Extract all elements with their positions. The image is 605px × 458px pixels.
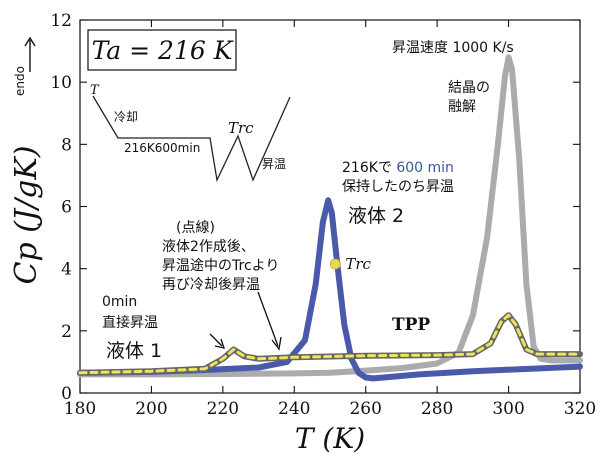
tpp-label: TPP [392,315,430,335]
x-tick-label-4: 260 [349,399,381,419]
hold-label-prefix: 216Kで [342,160,396,176]
ta-box [87,29,237,71]
inset-t-label: T [90,83,100,98]
zero-min-label-line1: 0min [102,294,137,310]
inset-cooling-label: 冷却 [114,110,138,124]
x-tick-label-0: 180 [64,399,96,419]
inset-hold-label: 216K600min [124,141,200,155]
hold-label-duration: 600 min [396,160,454,176]
heating-rate-label: 昇温速度 1000 K/s [392,40,514,56]
endo-label: endo [13,66,27,96]
hold-label-line1: 216Kで 600 min [342,160,454,176]
zero-min-arrow-head-icon [214,338,225,349]
y-tick-label-5: 10 [50,73,72,93]
y-tick-label-0: 0 [61,384,72,404]
dashed-note-line4: 再び冷却後昇温 [162,277,260,293]
hold-label-line2: 保持したのち昇温 [342,179,454,195]
axis-ticks: 180 200 220 240 260 280 300 320 0 2 4 6 8 10 12 [50,11,596,419]
x-tick-label-2: 220 [207,399,239,419]
y-tick-label-1: 2 [61,322,72,342]
x-axis-label: T (K) [295,422,365,455]
y-axis-title: Cp (J/gK) [9,146,44,285]
marker-layer: Trc [329,255,372,273]
zero-min-arrow [209,333,223,347]
melting-label-line2: 融解 [448,99,476,115]
trc-marker-label-0: Trc [345,255,371,273]
dashed-note-line3: 昇温途中のTrcより [162,257,279,274]
dashed-note-line2: 液体2作成後、 [162,239,255,255]
liquid2-label: 液体 2 [348,205,404,227]
inset-trc-label: Trc [228,119,254,137]
dashed-note-line1: (点線) [176,220,215,236]
inset-temperature-program: T 冷却 216K600min Trc 昇温 [90,83,291,183]
y-tick-label-6: 12 [50,11,72,31]
y-axis-label: Cp (J/gK) [9,146,44,285]
ta-box-label: Ta = 216 K [92,36,234,65]
liquid1-label: 液体 1 [106,340,162,362]
x-tick-label-7: 320 [564,399,596,419]
endo-indicator: endo [13,36,36,96]
series-line-3 [78,313,582,375]
trc-marker-0 [329,258,341,270]
dashed-note-arrow [257,291,279,347]
x-tick-label-5: 280 [421,399,453,419]
melting-label-line1: 結晶の [448,80,490,96]
x-tick-label-1: 200 [135,399,167,419]
y-tick-label-2: 4 [61,260,72,280]
x-tick-label-6: 300 [492,399,524,419]
x-tick-label-3: 240 [278,399,310,419]
zero-min-label-line2: 直接昇温 [102,314,158,331]
inset-program-line [92,95,291,183]
endo-arrow-head-icon [24,36,36,47]
series-line-0 [77,54,583,378]
series-layer [77,54,583,382]
inset-heating-label: 昇温 [262,157,286,171]
y-tick-label-4: 8 [61,135,72,155]
dashed-note-arrow-head-icon [271,336,282,351]
series-line-1 [77,197,583,382]
y-tick-label-3: 6 [61,198,72,218]
